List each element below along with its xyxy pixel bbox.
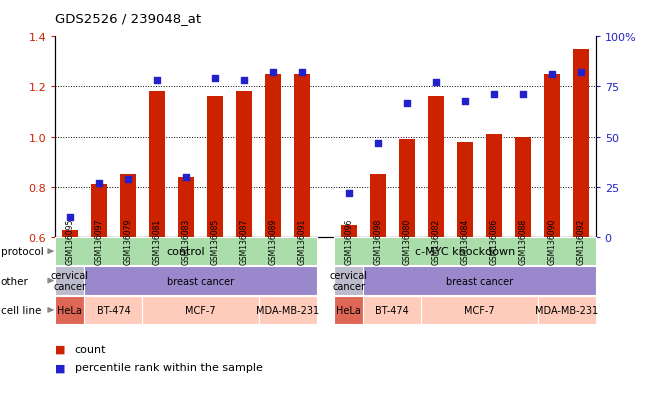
Point xyxy=(489,92,499,99)
Point xyxy=(344,190,354,197)
Point xyxy=(64,214,75,221)
Text: GSM136079: GSM136079 xyxy=(124,218,132,264)
Text: MDA-MB-231: MDA-MB-231 xyxy=(256,305,319,315)
Text: GSM136084: GSM136084 xyxy=(460,218,469,264)
Text: GSM136083: GSM136083 xyxy=(182,218,191,264)
Point xyxy=(431,80,441,87)
Bar xyxy=(265,75,281,388)
Bar xyxy=(149,92,165,388)
Bar xyxy=(370,175,386,388)
Text: breast cancer: breast cancer xyxy=(167,276,234,286)
Text: ■: ■ xyxy=(55,344,66,354)
Text: BT-474: BT-474 xyxy=(96,305,130,315)
Bar xyxy=(428,97,444,388)
Text: ■: ■ xyxy=(55,363,66,373)
Text: GSM136085: GSM136085 xyxy=(211,218,219,264)
Point xyxy=(372,140,383,147)
Bar xyxy=(207,97,223,388)
Text: MCF-7: MCF-7 xyxy=(464,305,495,315)
Point xyxy=(547,72,557,78)
Text: cervical
cancer: cervical cancer xyxy=(330,270,368,292)
Bar xyxy=(573,50,589,388)
Bar xyxy=(91,185,107,388)
Point xyxy=(152,78,162,85)
Point xyxy=(402,100,412,107)
Bar xyxy=(294,75,311,388)
Point xyxy=(210,76,220,83)
Text: count: count xyxy=(75,344,106,354)
Text: MCF-7: MCF-7 xyxy=(186,305,216,315)
Point xyxy=(297,70,307,76)
Text: control: control xyxy=(167,247,205,256)
Text: percentile rank within the sample: percentile rank within the sample xyxy=(75,363,263,373)
Point xyxy=(460,98,470,104)
Text: GSM136087: GSM136087 xyxy=(240,218,249,264)
Bar xyxy=(515,138,531,388)
Text: GSM136086: GSM136086 xyxy=(490,218,499,264)
Text: GSM136089: GSM136089 xyxy=(269,218,278,264)
Point xyxy=(239,78,249,85)
Text: GSM136081: GSM136081 xyxy=(152,218,161,264)
Point xyxy=(268,70,279,76)
Text: MDA-MB-231: MDA-MB-231 xyxy=(535,305,598,315)
Bar xyxy=(544,75,560,388)
Text: GSM136098: GSM136098 xyxy=(373,218,382,264)
Point xyxy=(576,70,587,76)
Bar xyxy=(399,140,415,388)
Text: protocol: protocol xyxy=(1,247,44,256)
Point xyxy=(181,174,191,181)
Bar xyxy=(178,178,194,388)
Bar xyxy=(62,230,78,388)
Text: GDS2526 / 239048_at: GDS2526 / 239048_at xyxy=(55,12,201,25)
Text: GSM136090: GSM136090 xyxy=(547,218,557,264)
Text: GSM136091: GSM136091 xyxy=(298,218,307,264)
Point xyxy=(123,176,133,183)
Text: GSM136096: GSM136096 xyxy=(344,218,353,264)
Bar xyxy=(340,225,357,388)
Text: other: other xyxy=(1,276,29,286)
Text: GSM136092: GSM136092 xyxy=(577,218,586,264)
Text: GSM136097: GSM136097 xyxy=(94,218,104,264)
Text: BT-474: BT-474 xyxy=(376,305,409,315)
Text: GSM136080: GSM136080 xyxy=(402,218,411,264)
Text: HeLa: HeLa xyxy=(337,305,361,315)
Bar xyxy=(120,175,136,388)
Text: GSM136095: GSM136095 xyxy=(65,218,74,264)
Text: GSM136082: GSM136082 xyxy=(432,218,440,264)
Text: cell line: cell line xyxy=(1,305,41,315)
Bar xyxy=(457,142,473,388)
Bar xyxy=(486,135,502,388)
Text: cervical
cancer: cervical cancer xyxy=(51,270,89,292)
Point xyxy=(518,92,528,99)
Point xyxy=(94,180,104,187)
Text: breast cancer: breast cancer xyxy=(446,276,513,286)
Text: c-MYC knockdown: c-MYC knockdown xyxy=(415,247,515,256)
Text: HeLa: HeLa xyxy=(57,305,82,315)
Text: GSM136088: GSM136088 xyxy=(519,218,527,264)
Bar xyxy=(236,92,252,388)
